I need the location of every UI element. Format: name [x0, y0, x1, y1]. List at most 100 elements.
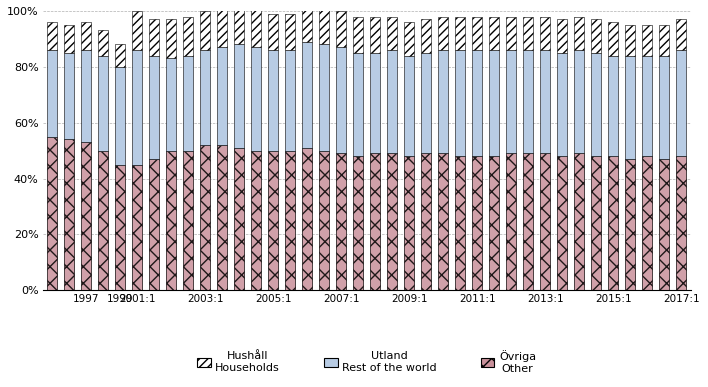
Bar: [81, 50, 91, 142]
Bar: [472, 156, 482, 290]
Bar: [421, 153, 431, 290]
Bar: [574, 153, 584, 290]
Bar: [183, 151, 193, 290]
Bar: [47, 50, 57, 137]
Bar: [98, 56, 108, 151]
Bar: [438, 153, 448, 290]
Bar: [64, 25, 74, 53]
Bar: [234, 148, 244, 290]
Bar: [115, 45, 125, 67]
Bar: [132, 164, 142, 290]
Bar: [387, 17, 397, 50]
Bar: [438, 153, 448, 290]
Bar: [268, 151, 278, 290]
Bar: [642, 56, 652, 156]
Bar: [115, 67, 125, 164]
Bar: [81, 142, 91, 290]
Bar: [149, 56, 159, 159]
Bar: [115, 164, 125, 290]
Bar: [98, 31, 108, 56]
Legend: Hushåll
Households, Utland
Rest of the world, Övriga
Other: Hushåll Households, Utland Rest of the w…: [193, 346, 540, 378]
Bar: [319, 151, 329, 290]
Bar: [166, 151, 176, 290]
Bar: [132, 11, 142, 50]
Bar: [523, 50, 533, 153]
Bar: [438, 17, 448, 50]
Bar: [183, 17, 193, 56]
Bar: [336, 153, 346, 290]
Bar: [659, 56, 669, 159]
Bar: [81, 142, 91, 290]
Bar: [489, 156, 499, 290]
Bar: [166, 19, 176, 58]
Bar: [302, 5, 312, 42]
Bar: [659, 159, 669, 290]
Bar: [353, 156, 363, 290]
Bar: [98, 151, 108, 290]
Bar: [166, 58, 176, 151]
Bar: [676, 156, 687, 290]
Bar: [234, 148, 244, 290]
Bar: [251, 47, 261, 151]
Bar: [489, 17, 499, 50]
Bar: [557, 156, 567, 290]
Bar: [404, 56, 414, 156]
Bar: [625, 56, 635, 159]
Bar: [268, 151, 278, 290]
Bar: [353, 156, 363, 290]
Bar: [217, 47, 227, 145]
Bar: [319, 151, 329, 290]
Bar: [608, 56, 618, 156]
Bar: [166, 151, 176, 290]
Bar: [489, 50, 499, 156]
Bar: [387, 153, 397, 290]
Bar: [285, 14, 295, 50]
Bar: [217, 145, 227, 290]
Bar: [540, 17, 550, 50]
Bar: [285, 50, 295, 151]
Bar: [336, 47, 346, 153]
Bar: [404, 22, 414, 56]
Bar: [591, 156, 601, 290]
Bar: [472, 17, 482, 50]
Bar: [506, 153, 516, 290]
Bar: [540, 50, 550, 153]
Bar: [608, 156, 618, 290]
Bar: [336, 11, 346, 47]
Bar: [115, 164, 125, 290]
Bar: [642, 25, 652, 56]
Bar: [47, 137, 57, 290]
Bar: [659, 159, 669, 290]
Bar: [404, 156, 414, 290]
Bar: [574, 17, 584, 50]
Bar: [455, 17, 465, 50]
Bar: [506, 17, 516, 50]
Bar: [455, 50, 465, 156]
Bar: [523, 153, 533, 290]
Bar: [506, 50, 516, 153]
Bar: [540, 153, 550, 290]
Bar: [557, 53, 567, 156]
Bar: [625, 159, 635, 290]
Bar: [149, 19, 159, 56]
Bar: [183, 56, 193, 151]
Bar: [591, 53, 601, 156]
Bar: [557, 156, 567, 290]
Bar: [200, 145, 210, 290]
Bar: [285, 151, 295, 290]
Bar: [234, 5, 244, 45]
Bar: [574, 153, 584, 290]
Bar: [302, 148, 312, 290]
Bar: [353, 53, 363, 156]
Bar: [676, 50, 687, 156]
Bar: [421, 53, 431, 153]
Bar: [81, 22, 91, 50]
Bar: [472, 50, 482, 156]
Bar: [64, 139, 74, 290]
Bar: [336, 153, 346, 290]
Bar: [659, 25, 669, 56]
Bar: [438, 50, 448, 153]
Bar: [149, 159, 159, 290]
Bar: [149, 159, 159, 290]
Bar: [319, 45, 329, 151]
